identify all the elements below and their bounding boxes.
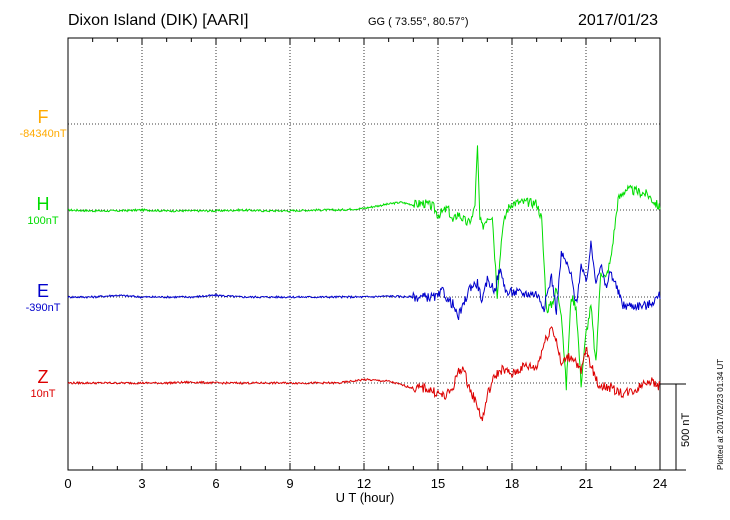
x-tick-label: 0 bbox=[64, 476, 71, 491]
grid-lines bbox=[68, 38, 660, 470]
component-label-h: H 100nT bbox=[8, 194, 78, 227]
x-tick-label: 18 bbox=[505, 476, 519, 491]
x-tick-label: 6 bbox=[212, 476, 219, 491]
component-baseline: -84340nT bbox=[19, 128, 67, 140]
scale-bar-label: 500 nT bbox=[680, 412, 692, 447]
station-coordinates: GG ( 73.55°, 80.57°) bbox=[368, 16, 469, 28]
component-baseline: 100nT bbox=[27, 215, 59, 227]
scale-bar bbox=[660, 383, 686, 471]
x-tick-label: 15 bbox=[431, 476, 445, 491]
series-line-z bbox=[67, 326, 661, 422]
data-series bbox=[67, 145, 661, 422]
component-baseline: 10nT bbox=[30, 388, 56, 400]
x-tick-label: 21 bbox=[579, 476, 593, 491]
component-name: Z bbox=[37, 367, 49, 387]
x-tick-label: 9 bbox=[286, 476, 293, 491]
component-label-f: F -84340nT bbox=[8, 107, 78, 140]
x-tick-label: 12 bbox=[357, 476, 371, 491]
component-label-e: E -390nT bbox=[8, 281, 78, 314]
plot-date: 2017/01/23 bbox=[578, 12, 659, 29]
x-tick-label: 24 bbox=[653, 476, 667, 491]
component-name: H bbox=[36, 194, 50, 214]
x-tick-label: 3 bbox=[138, 476, 145, 491]
component-name: F bbox=[37, 107, 49, 127]
component-name: E bbox=[36, 281, 49, 301]
component-label-z: Z 10nT bbox=[8, 367, 78, 400]
plotted-timestamp: Plotted at 2017/02/23 01:34 UT bbox=[716, 358, 725, 470]
component-baseline: -390nT bbox=[25, 302, 61, 314]
series-line-h bbox=[68, 145, 661, 391]
station-title: Dixon Island (DIK) [AARI] bbox=[68, 12, 249, 29]
x-axis-label: U T (hour) bbox=[335, 490, 395, 505]
x-ticks: 0 3 6 9 12 15 18 21 24 bbox=[64, 38, 667, 491]
series-line-e bbox=[67, 240, 661, 321]
